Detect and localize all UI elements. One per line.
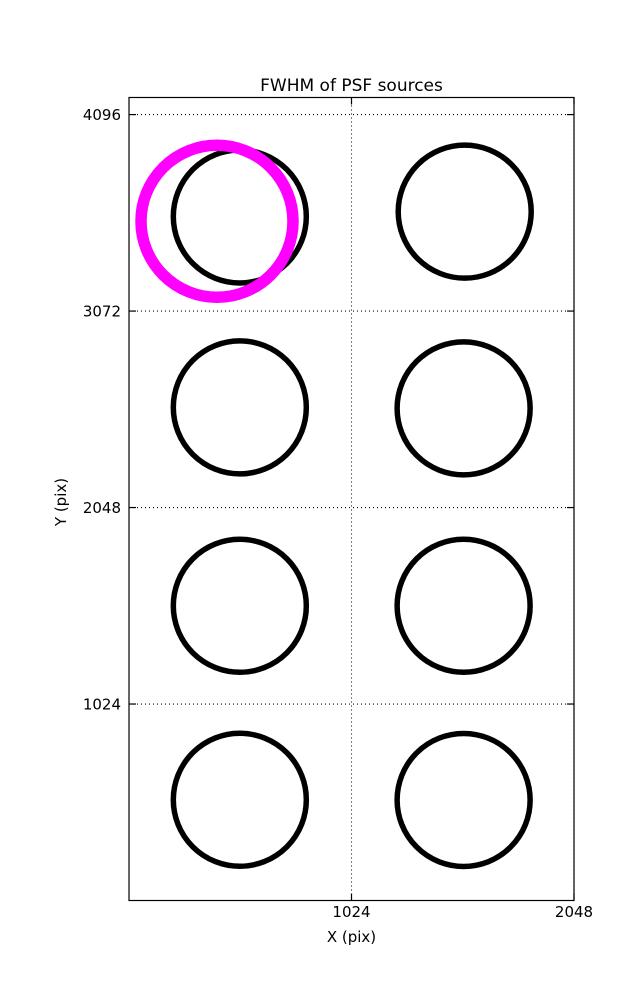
psf-sources-marker [170,536,310,676]
gridlines-layer [129,97,575,901]
psf-sources-marker [170,338,310,477]
tick-labels-layer: 1024 2048 3072 4096 1024 2048 [83,106,593,921]
x-tick-label: 1024 [332,903,370,921]
psf-sources-marker [394,730,533,870]
axes-layer [128,96,575,902]
flagged-source-marker [135,139,299,304]
psf-sources-marker [394,339,533,478]
psf-sources-marker [395,142,534,281]
x-axis-label: X (pix) [327,928,376,946]
psf-sources-marker [170,730,310,870]
y-tick-label: 2048 [83,499,121,517]
y-axis-label: Y (pix) [52,478,70,527]
x-tick-label: 2048 [555,903,593,921]
chart-title: FWHM of PSF sources [260,76,443,96]
y-tick-label: 4096 [83,106,121,124]
y-tick-label: 1024 [83,695,121,713]
data-points-layer [135,139,534,870]
y-tick-label: 3072 [83,302,121,320]
psf-sources-marker [394,536,533,676]
